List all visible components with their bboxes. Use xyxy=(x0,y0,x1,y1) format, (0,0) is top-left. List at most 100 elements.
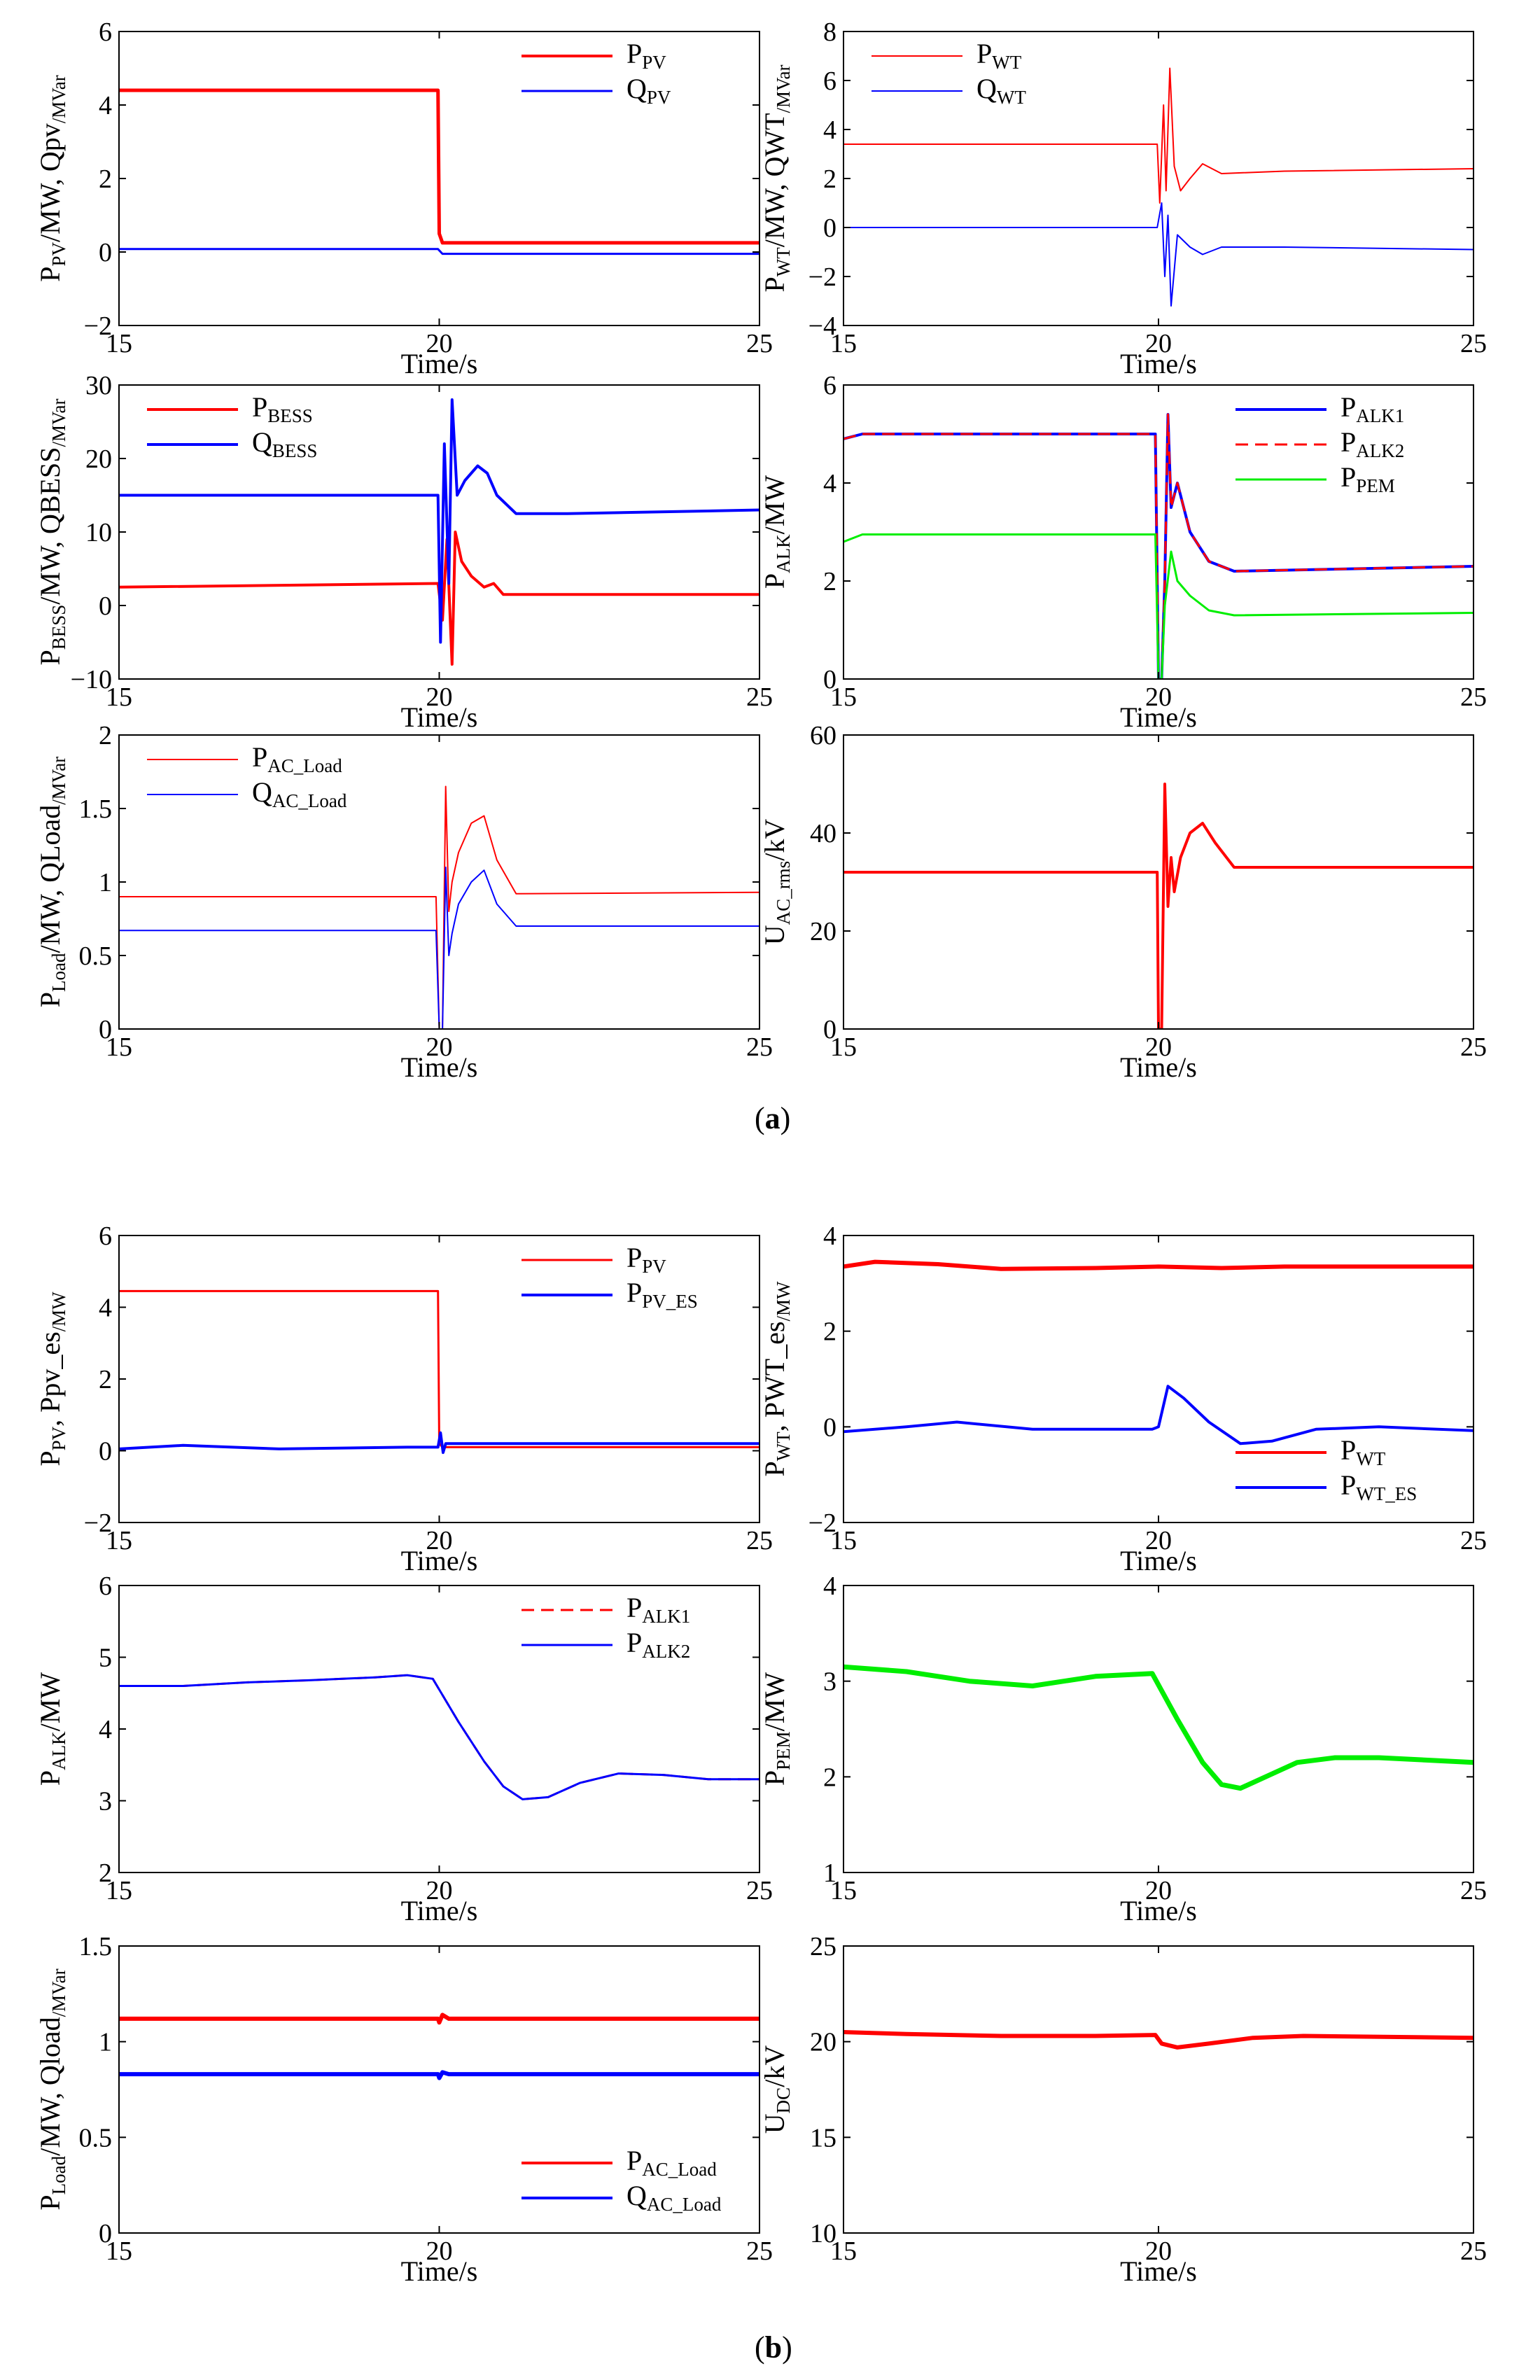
y-tick-label: 0.5 xyxy=(79,2123,113,2152)
plot-frame xyxy=(843,1945,1474,2234)
y-tick-label: 4 xyxy=(823,115,836,145)
x-tick-label: 15 xyxy=(106,1032,132,1062)
plot-frame xyxy=(843,1235,1474,1523)
x-axis-label: Time/s xyxy=(1120,1895,1197,1926)
y-tick-label: 0.5 xyxy=(79,941,113,971)
series-line-p-wt-es xyxy=(844,1385,1474,1446)
legend: PALK1​PALK2​ xyxy=(522,1592,690,1662)
legend-entry: PAC_Load​ xyxy=(252,741,342,776)
y-axis-label: PLoad​/MW, QLoad/MVar​ xyxy=(34,757,69,1008)
y-axis-label: PLoad​/MW, Qload/MVar​ xyxy=(34,1968,69,2210)
y-tick-label: 2 xyxy=(823,1763,836,1792)
x-tick-label: 25 xyxy=(746,1526,773,1555)
legend: PWT​QWT​ xyxy=(872,38,1026,108)
x-tick-label: 20 xyxy=(426,329,453,358)
panel-a5: 15 20 25 0 0.5 1 1.5 2 Time/s PLoad​/MW, QLoad/MV… xyxy=(34,721,773,1083)
panel-a1: 15 20 25 −2 0 2 4 6 Time/s PPV​/MW, Qpv/MVar​ PPV​… xyxy=(34,18,773,379)
series-line-p-bess xyxy=(119,531,760,666)
y-tick-label: 1 xyxy=(99,868,112,897)
x-tick-label: 20 xyxy=(1145,1876,1172,1905)
y-tick-label: 2 xyxy=(99,164,112,194)
y-tick-label: 1 xyxy=(99,2028,112,2057)
x-tick-label: 15 xyxy=(830,329,857,358)
panel-b4: 15 20 25 1 2 3 4 Time/s PPEM​/MW xyxy=(759,1572,1487,1926)
y-tick-label: 6 xyxy=(99,1222,112,1251)
y-tick-label: 0 xyxy=(99,1437,112,1466)
y-axis-label: UDC​/kV xyxy=(759,2045,794,2134)
x-tick-label: 25 xyxy=(1460,329,1487,358)
y-tick-label: 2 xyxy=(99,721,112,750)
y-axis-label: PWT​, PWT_es/MW​ xyxy=(759,1281,794,1477)
x-tick-label: 15 xyxy=(106,2236,132,2266)
legend: PALK1​PALK2​PPEM​ xyxy=(1236,391,1404,496)
y-tick-label: −10 xyxy=(71,665,112,694)
series-line-p-pem xyxy=(844,533,1474,679)
panel-b1: 15 20 25 −2 0 2 4 6 Time/s PPV​, Ppv_es/MW​ PPV​PP… xyxy=(34,1222,773,1576)
legend: PAC_Load​QAC_Load​ xyxy=(522,2145,722,2215)
legend-entry: PBESS​ xyxy=(252,391,313,426)
y-tick-label: 4 xyxy=(823,469,836,498)
y-tick-label: 0 xyxy=(99,2219,112,2248)
y-tick-label: 1 xyxy=(823,1858,836,1888)
x-tick-label: 25 xyxy=(746,2236,773,2266)
y-tick-label: −2 xyxy=(84,312,112,341)
series-line-p-wt xyxy=(844,1259,1474,1271)
plot-frame xyxy=(118,734,760,1030)
y-tick-label: 15 xyxy=(810,2123,836,2152)
series-line-p-alk1 xyxy=(119,1674,760,1800)
legend-entry: PALK2​ xyxy=(626,1627,690,1662)
y-tick-label: 6 xyxy=(823,66,836,96)
plot-frame xyxy=(118,1585,760,1873)
legend-entry: PAC_Load​ xyxy=(626,2145,717,2180)
y-tick-label: 8 xyxy=(823,18,836,47)
caption-b: (b) xyxy=(755,2330,792,2365)
y-tick-label: 4 xyxy=(99,1294,112,1323)
y-tick-label: 0 xyxy=(823,214,836,243)
y-tick-label: 4 xyxy=(99,91,112,120)
y-tick-label: 0 xyxy=(823,1015,836,1044)
x-tick-label: 25 xyxy=(746,1032,773,1062)
y-tick-label: 10 xyxy=(85,518,112,547)
x-axis-label: Time/s xyxy=(401,701,478,733)
y-tick-label: 6 xyxy=(99,18,112,47)
panel-a6: 15 20 25 0 20 40 60 Time/s UAC_rms​/kV xyxy=(759,721,1487,1083)
x-tick-label: 20 xyxy=(1145,2236,1172,2266)
y-tick-label: 4 xyxy=(99,1715,112,1744)
y-tick-label: 1.5 xyxy=(79,794,113,824)
y-axis-label: PPV​/MW, Qpv/MVar​ xyxy=(34,75,69,281)
series-line-p-pem xyxy=(844,1664,1474,1791)
y-axis-label: PALK​/MW xyxy=(759,475,794,589)
series-line-q-pv xyxy=(119,248,760,255)
x-tick-label: 15 xyxy=(830,682,857,712)
legend-entry: PWT_ES​ xyxy=(1340,1469,1417,1504)
series-line-u-ac-rms xyxy=(844,783,1474,1029)
x-tick-label: 25 xyxy=(746,1876,773,1905)
y-axis-label: PWT​/MW, QWT/MVar​ xyxy=(759,64,794,292)
x-axis-label: Time/s xyxy=(1120,2255,1197,2287)
legend: PBESS​QBESS​ xyxy=(147,391,317,461)
x-tick-label: 25 xyxy=(1460,2236,1487,2266)
x-tick-label: 25 xyxy=(746,329,773,358)
x-tick-label: 15 xyxy=(106,1876,132,1905)
x-tick-label: 15 xyxy=(106,1526,132,1555)
y-tick-label: −4 xyxy=(808,312,836,341)
y-tick-label: 25 xyxy=(810,1932,836,1961)
x-tick-label: 25 xyxy=(1460,1526,1487,1555)
legend: PPV​PPV_ES​ xyxy=(522,1242,698,1312)
y-tick-label: 10 xyxy=(810,2219,836,2248)
legend-entry: PPV​ xyxy=(626,38,666,73)
series-line-p-pv xyxy=(119,1289,760,1448)
x-tick-label: 25 xyxy=(746,682,773,712)
y-tick-label: 30 xyxy=(85,371,112,400)
series-line-p-ac-load xyxy=(119,2012,760,2025)
x-axis-label: Time/s xyxy=(401,2255,478,2287)
y-tick-label: 0 xyxy=(99,1015,112,1044)
legend-entry: QBESS​ xyxy=(252,426,317,461)
series-line-p-alk2 xyxy=(119,1674,760,1800)
y-tick-label: 2 xyxy=(99,1858,112,1888)
y-tick-label: 0 xyxy=(823,1413,836,1442)
x-tick-label: 20 xyxy=(1145,1526,1172,1555)
x-tick-label: 20 xyxy=(426,2236,453,2266)
y-tick-label: 4 xyxy=(823,1572,836,1601)
